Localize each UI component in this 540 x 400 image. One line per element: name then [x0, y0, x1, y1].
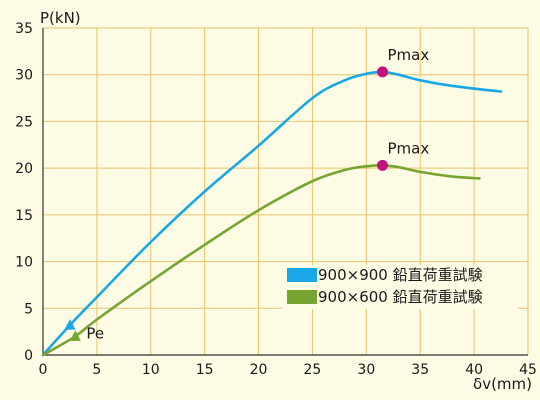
axes: 0 5 10 15 20 25 30 35 40 45 0 5 10 15 20 25 30 35	[15, 21, 537, 378]
y-tick-label: 0	[24, 348, 33, 364]
x-tick-label: 45	[519, 362, 537, 378]
marker-layer	[64, 66, 388, 341]
series-layer	[41, 70, 503, 357]
legend-swatch-1	[287, 268, 317, 282]
x-tick-label: 40	[465, 362, 483, 378]
pmax-1-label: Pmax	[388, 46, 430, 64]
x-tick-label: 15	[196, 362, 214, 378]
pe-label: Pe	[86, 324, 104, 342]
legend-label-2: 900×600 鉛直荷重試験	[318, 288, 483, 306]
legend: 900×900 鉛直荷重試験 900×600 鉛直荷重試験	[282, 265, 518, 309]
x-tick-label: 25	[304, 362, 322, 378]
pmax-marker-1	[377, 66, 388, 78]
legend-box	[282, 265, 518, 309]
x-tick-label: 5	[92, 362, 101, 378]
x-tick-label: 35	[411, 362, 429, 378]
y-tick-label: 35	[15, 21, 33, 37]
y-axis-title: P(kN)	[40, 9, 81, 27]
y-tick-label: 5	[24, 301, 33, 317]
pe-marker-2	[69, 330, 81, 341]
pmax-marker-2	[377, 159, 388, 171]
x-tick-label: 10	[142, 362, 160, 378]
x-axis-title: δv(mm)	[473, 375, 532, 393]
x-tick-label: 20	[250, 362, 268, 378]
series-line-2	[41, 163, 481, 357]
y-tick-label: 20	[15, 161, 33, 177]
y-tick-label: 15	[15, 208, 33, 224]
y-tick-label: 30	[15, 68, 33, 84]
series-line-1	[41, 70, 503, 357]
y-tick-label: 10	[15, 255, 33, 271]
legend-label-1: 900×900 鉛直荷重試験	[318, 266, 483, 284]
legend-swatch-2	[287, 290, 317, 304]
pe-marker-1	[64, 319, 76, 330]
x-tick-label: 30	[357, 362, 375, 378]
x-tick-label: 0	[39, 362, 48, 378]
pmax-2-label: Pmax	[388, 139, 430, 157]
y-tick-label: 25	[15, 114, 33, 130]
